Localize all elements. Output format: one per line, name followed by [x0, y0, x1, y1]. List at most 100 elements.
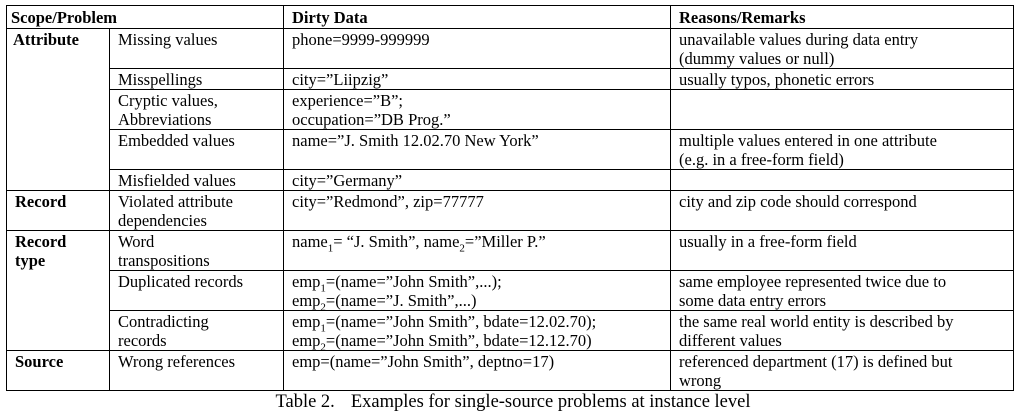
problem-line: Misfielded values: [118, 171, 236, 190]
problem-cell: Missing values: [109, 28, 284, 69]
remarks-cell: usually in a free-form field: [670, 230, 1014, 271]
caption-number: Table 2.: [275, 392, 335, 412]
problem-cell: Cryptic values, Abbreviations: [109, 89, 284, 130]
problem-cell: Duplicated records: [109, 270, 284, 311]
dirty-data-line: city=”Redmond”, zip=77777: [292, 192, 664, 211]
caption-text: Examples for single-source problems at i…: [350, 392, 751, 412]
dirty-data-cell: city=”Liipzig”: [283, 68, 671, 90]
remarks-cell: multiple values entered in one attribute…: [670, 129, 1014, 170]
problem-line: transpositions: [118, 251, 210, 270]
table-row: Record type Word transpositions name1= “J. …: [6, 230, 1014, 351]
dirty-data-text: city=”Germany”: [292, 171, 403, 190]
dirty-data-text: =(name=”John Smith”, bdate=12.02.70);: [325, 312, 597, 331]
problem-line: Cryptic values,: [118, 91, 218, 110]
remarks-line: usually typos, phonetic errors: [679, 70, 875, 89]
table-row: Duplicated records emp1=(name=”John Smith…: [7, 270, 1014, 314]
problem-cell: Embedded values: [109, 129, 284, 170]
problem-line: Embedded values: [118, 131, 235, 150]
dirty-data-line: city=”Liipzig”: [292, 70, 664, 89]
remarks-cell: referenced department (17) is defined bu…: [670, 350, 1014, 391]
problem-line: Contradicting: [118, 312, 209, 331]
subscript: 1: [320, 322, 326, 335]
scope-cell: Source: [6, 350, 110, 391]
dirty-data-text: =(name=”John Smith”, bdate=12.12.70): [325, 331, 592, 350]
problem-line: Misspellings: [118, 70, 203, 89]
remarks-line: (dummy values or null): [679, 49, 835, 68]
problem-line: Missing values: [118, 30, 218, 49]
dirty-data-line: emp2=(name=”John Smith”, bdate=12.12.70): [292, 331, 664, 354]
dirty-data-line: emp=(name=”John Smith”, deptno=17): [292, 352, 664, 371]
dirty-data-cell: phone=9999-999999: [283, 28, 671, 69]
header-reasons-remarks: Reasons/Remarks: [670, 5, 1014, 29]
dirty-data-text: phone=9999-999999: [292, 30, 430, 49]
dirty-data-line: name1= “J. Smith”, name2=”Miller P.”: [292, 232, 664, 255]
dirty-data-text: emp=(name=”John Smith”, deptno=17): [292, 352, 555, 371]
dirty-data-cell: emp1=(name=”John Smith”,...); emp2=(name=…: [283, 270, 671, 314]
remarks-line: referenced department (17) is defined bu…: [679, 352, 953, 371]
dirty-data-text: emp: [292, 291, 321, 310]
dirty-data-text: emp: [292, 272, 321, 291]
remarks-cell: same employee represented twice due to so…: [670, 270, 1014, 311]
dirty-data-cell: city=”Germany”: [283, 169, 671, 191]
remarks-line: some data entry errors: [679, 291, 827, 310]
problem-cell: Misspellings: [109, 68, 284, 90]
problem-cell: Violated attribute dependencies: [109, 190, 284, 231]
dirty-data-text: =(name=”J. Smith”,...): [325, 291, 477, 310]
table-header-row: Scope/Problem Dirty Data Reasons/Remarks: [6, 5, 1014, 29]
dirty-data-text: occupation=”DB Prog.”: [292, 110, 451, 129]
dirty-data-cell: emp1=(name=”John Smith”, bdate=12.02.70)…: [283, 310, 671, 354]
remarks-line: different values: [679, 331, 782, 350]
problem-cell: Word transpositions: [109, 230, 284, 271]
table-row: Misfielded values city=”Germany”: [7, 169, 1014, 191]
problem-line: Duplicated records: [118, 272, 244, 291]
dirty-data-text: name=”J. Smith 12.02.70 New York”: [292, 131, 539, 150]
remarks-line: unavailable values during data entry: [679, 30, 919, 49]
dirty-data-cell: experience=”B”; occupation=”DB Prog.”: [283, 89, 671, 130]
remarks-line: city and zip code should correspond: [679, 192, 917, 211]
remarks-cell: [670, 89, 1014, 130]
remarks-line: multiple values entered in one attribute: [679, 131, 937, 150]
header-dirty-data: Dirty Data: [283, 5, 671, 29]
table-row: Misspellings city=”Liipzig” usually typos,…: [7, 68, 1014, 90]
subscript: 2: [320, 301, 326, 314]
dirty-data-text: name: [292, 232, 328, 251]
remarks-line: usually in a free-form field: [679, 232, 857, 251]
problem-line: Word: [118, 232, 155, 251]
problem-line: records: [118, 331, 167, 350]
table-row: Cryptic values, Abbreviations experience=”…: [7, 89, 1014, 130]
dirty-data-text: emp: [292, 331, 321, 350]
remarks-line: the same real world entity is described …: [679, 312, 954, 331]
dirty-data-text: experience=”B”;: [292, 91, 403, 110]
dirty-data-cell: city=”Redmond”, zip=77777: [283, 190, 671, 231]
dirty-data-line: experience=”B”;: [292, 91, 664, 110]
subscript: 2: [320, 341, 326, 354]
table-row: Attribute Missing values phone=9999-999999…: [6, 28, 1014, 191]
problem-line: Abbreviations: [118, 110, 212, 129]
subscript: 1: [320, 282, 326, 295]
table-row: Embedded values name=”J. Smith 12.02.70 N…: [7, 129, 1014, 170]
subscript: 1: [327, 242, 334, 255]
dirty-data-line: phone=9999-999999: [292, 30, 664, 49]
dirty-data-line: emp1=(name=”John Smith”,...);: [292, 272, 664, 295]
dirty-data-text: city=”Liipzig”: [292, 70, 389, 89]
dirty-data-text: =(name=”John Smith”,...);: [325, 272, 502, 291]
dirty-data-text: =”Miller P.”: [464, 232, 546, 251]
header-scope-problem: Scope/Problem: [6, 5, 284, 29]
dirty-data-cell: emp=(name=”John Smith”, deptno=17): [283, 350, 671, 391]
remarks-line: (e.g. in a free-form field): [679, 150, 844, 169]
dirty-data-text: = “J. Smith”, name: [333, 232, 460, 251]
problem-line: Wrong references: [118, 352, 236, 371]
remarks-cell: the same real world entity is described …: [670, 310, 1014, 351]
dirty-data-line: emp1=(name=”John Smith”, bdate=12.02.70)…: [292, 312, 664, 335]
remarks-cell: city and zip code should correspond: [670, 190, 1014, 231]
problem-cell: Misfielded values: [109, 169, 284, 191]
problem-line: Violated attribute: [118, 192, 233, 211]
subscript: 2: [459, 242, 465, 255]
table-row: Source Wrong references emp=(name=”John Sm…: [6, 350, 1014, 391]
table-caption: Table 2. Examples for single-source probl…: [0, 390, 1026, 414]
remarks-cell: unavailable values during data entry (dum…: [670, 28, 1014, 69]
remarks-line: same employee represented twice due to: [679, 272, 947, 291]
dirty-data-cell: name=”J. Smith 12.02.70 New York”: [283, 129, 671, 170]
scope-cell: Record: [6, 190, 110, 231]
